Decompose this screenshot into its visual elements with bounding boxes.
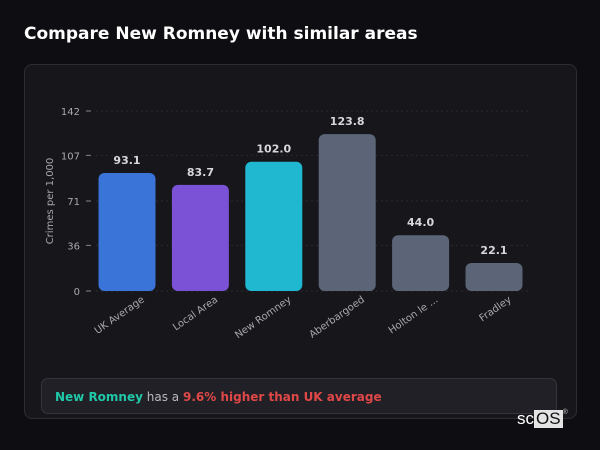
scos-logo: sc OS ® — [517, 408, 568, 428]
bar — [465, 262, 523, 291]
y-tick-label: 36 — [67, 241, 80, 252]
bar-value-label: 22.1 — [480, 244, 507, 257]
x-tick-label: Local Area — [171, 294, 220, 333]
bar — [245, 161, 303, 291]
bar-value-label: 93.1 — [113, 154, 140, 167]
summary-box: New Romney has a 9.6% higher than UK ave… — [41, 378, 557, 414]
y-axis-label: Crimes per 1,000 — [45, 158, 56, 245]
summary-comparison: 9.6% higher than UK average — [182, 390, 382, 404]
bar — [392, 235, 450, 291]
bar-value-label: 83.7 — [187, 166, 214, 179]
bar-value-label: 123.8 — [330, 115, 365, 128]
x-tick-label: Fradley — [478, 294, 514, 324]
y-tick-label: 142 — [61, 107, 80, 118]
x-tick-label: New Romney — [233, 294, 293, 341]
x-tick-label: Aberbargoed — [307, 294, 366, 340]
y-tick-label: 107 — [61, 151, 80, 162]
x-tick-label: Holton le ... — [387, 294, 441, 336]
bar-value-label: 102.0 — [256, 143, 291, 156]
bar — [171, 184, 229, 291]
bar — [318, 134, 376, 291]
bar-value-label: 44.0 — [407, 216, 434, 229]
y-tick-label: 0 — [74, 287, 80, 298]
x-tick-label: UK Average — [93, 294, 147, 336]
summary-connector: has a — [146, 390, 180, 404]
y-tick-label: 71 — [67, 197, 80, 208]
page-title: Compare New Romney with similar areas — [24, 24, 418, 44]
bar — [98, 172, 156, 291]
summary-area: New Romney — [55, 390, 143, 404]
